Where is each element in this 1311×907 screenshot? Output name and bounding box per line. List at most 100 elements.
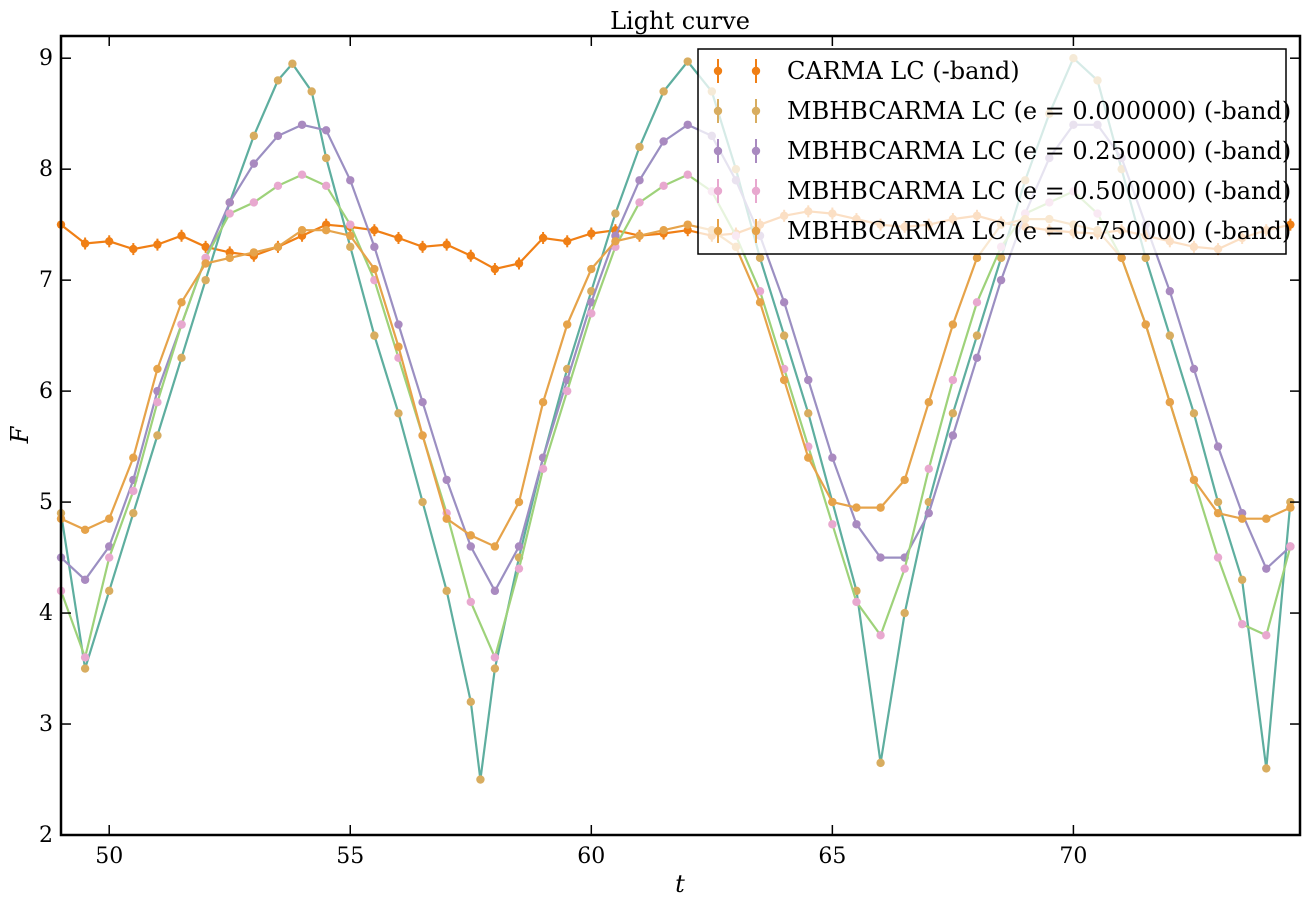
data-point bbox=[683, 220, 692, 229]
data-point bbox=[972, 353, 982, 363]
data-point bbox=[249, 131, 259, 141]
data-point bbox=[804, 409, 813, 418]
data-point bbox=[1189, 364, 1199, 374]
data-point bbox=[105, 237, 114, 246]
y-tick-label: 5 bbox=[39, 490, 53, 515]
data-point bbox=[201, 259, 210, 268]
data-point bbox=[394, 342, 403, 351]
x-tick-label: 50 bbox=[95, 844, 123, 869]
data-point bbox=[80, 653, 90, 662]
legend-entry: MBHBCARMA LC (e = 0.250000) (-band) bbox=[713, 137, 1291, 165]
series-line-4 bbox=[60, 218, 1291, 548]
data-point bbox=[442, 475, 451, 485]
data-point bbox=[249, 159, 259, 168]
y-tick-label: 8 bbox=[39, 157, 53, 182]
data-point bbox=[972, 331, 982, 340]
legend-marker bbox=[751, 146, 761, 156]
data-point bbox=[442, 586, 451, 596]
data-point bbox=[514, 497, 524, 507]
legend-label: MBHBCARMA LC (e = 0.250000) (-band) bbox=[787, 137, 1291, 165]
data-point bbox=[659, 87, 668, 96]
legend-marker bbox=[751, 226, 761, 236]
data-point bbox=[996, 253, 1006, 263]
data-point bbox=[249, 248, 259, 257]
data-point bbox=[563, 320, 572, 329]
data-point bbox=[900, 608, 909, 618]
data-point bbox=[659, 181, 668, 191]
data-point bbox=[273, 181, 283, 191]
data-point bbox=[273, 131, 283, 141]
data-point bbox=[1213, 442, 1223, 451]
data-point bbox=[683, 120, 692, 129]
data-point bbox=[996, 275, 1006, 285]
data-point bbox=[1237, 514, 1247, 523]
data-point bbox=[273, 242, 283, 252]
data-point bbox=[321, 226, 331, 235]
legend-entry: MBHBCARMA LC (e = 0.000000) (-band) bbox=[713, 97, 1291, 125]
legend-label: MBHBCARMA LC (e = 0.750000) (-band) bbox=[787, 217, 1291, 245]
data-point bbox=[924, 508, 933, 518]
data-point bbox=[683, 170, 692, 179]
data-point bbox=[828, 453, 837, 462]
x-axis-label: t bbox=[675, 870, 685, 898]
legend-marker bbox=[713, 146, 723, 156]
data-point bbox=[201, 275, 210, 285]
y-axis-label: F bbox=[6, 425, 34, 444]
data-point bbox=[1141, 253, 1150, 263]
data-point bbox=[804, 375, 813, 385]
data-point bbox=[852, 520, 861, 529]
x-tick-label: 60 bbox=[577, 844, 605, 869]
data-point bbox=[779, 298, 789, 307]
data-point bbox=[514, 542, 524, 551]
data-point bbox=[1213, 553, 1223, 562]
data-point bbox=[1286, 503, 1295, 512]
data-point bbox=[1286, 542, 1295, 551]
y-axis-ticks: 2 3 4 5 6 7 8 9 bbox=[39, 46, 1300, 848]
data-point bbox=[80, 664, 90, 673]
data-point bbox=[249, 198, 259, 207]
data-point bbox=[972, 298, 982, 307]
data-point bbox=[1117, 253, 1126, 263]
data-point bbox=[370, 226, 379, 235]
data-point bbox=[876, 553, 885, 562]
data-point bbox=[538, 233, 548, 243]
axes-frame bbox=[59, 34, 1302, 837]
data-point bbox=[587, 229, 596, 238]
data-point bbox=[755, 253, 765, 263]
data-point bbox=[1237, 575, 1247, 584]
legend-box bbox=[697, 48, 1287, 255]
data-point bbox=[563, 237, 572, 246]
legend-entry: MBHBCARMA LC (e = 0.750000) (-band) bbox=[713, 217, 1291, 245]
data-point bbox=[514, 259, 524, 268]
data-point bbox=[466, 251, 475, 260]
data-point bbox=[563, 386, 572, 396]
y-tick-label: 9 bbox=[39, 46, 53, 71]
data-point bbox=[394, 233, 403, 243]
data-point bbox=[321, 126, 331, 135]
plot-frame bbox=[59, 34, 1302, 837]
data-point bbox=[418, 398, 427, 407]
data-point bbox=[80, 239, 90, 248]
series-4 bbox=[56, 214, 1295, 551]
legend: CARMA LC (-band) MBHBCARMA LC (e = 0.0000… bbox=[697, 48, 1291, 255]
data-point bbox=[1262, 564, 1271, 573]
data-point bbox=[442, 514, 451, 523]
data-point bbox=[948, 375, 958, 385]
data-point bbox=[876, 758, 885, 768]
legend-entry: MBHBCARMA LC (e = 0.500000) (-band) bbox=[713, 177, 1291, 205]
data-point bbox=[538, 398, 548, 407]
legend-marker bbox=[713, 186, 723, 196]
data-point bbox=[1165, 398, 1175, 407]
data-point bbox=[924, 398, 933, 407]
x-tick-label: 65 bbox=[818, 844, 846, 869]
data-point bbox=[466, 531, 475, 540]
data-point bbox=[177, 298, 186, 307]
data-point bbox=[177, 353, 186, 363]
data-point bbox=[1189, 475, 1199, 485]
data-point bbox=[490, 586, 500, 596]
data-point bbox=[321, 181, 331, 191]
data-point bbox=[346, 231, 355, 240]
data-point bbox=[1262, 514, 1271, 523]
data-point bbox=[177, 320, 186, 329]
data-point bbox=[1165, 287, 1175, 296]
